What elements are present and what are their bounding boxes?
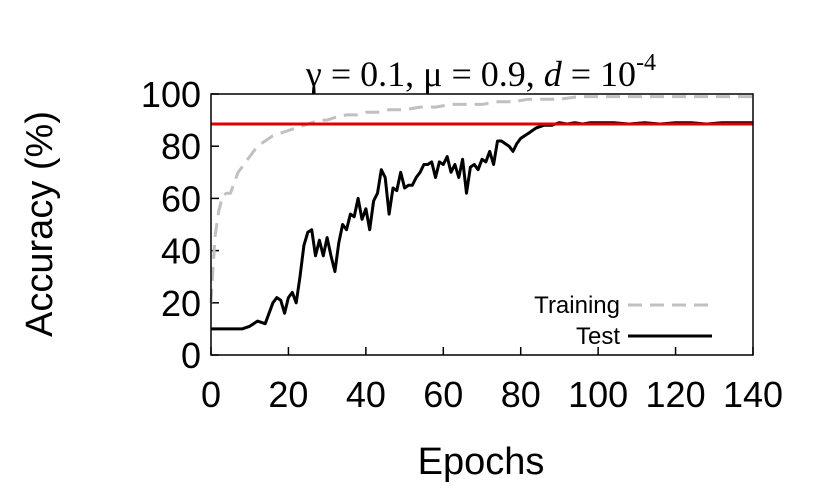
x-axis-ticks: 0 20 40 60 80 100 120 140 xyxy=(201,347,783,415)
x-tick-label: 140 xyxy=(723,374,783,415)
series-line-test xyxy=(211,121,753,331)
plot-frame xyxy=(210,93,754,356)
x-tick-label: 20 xyxy=(268,374,308,415)
x-tick-label: 40 xyxy=(346,374,386,415)
y-tick-label: 20 xyxy=(161,283,201,324)
x-axis-label: Epochs xyxy=(418,441,545,483)
title-mu: μ = 0.9, xyxy=(423,54,544,94)
title-gamma: γ = 0.1, xyxy=(305,54,423,94)
x-tick-label: 100 xyxy=(568,374,628,415)
y-tick-label: 100 xyxy=(141,74,201,115)
title-d-symbol: d xyxy=(544,54,563,94)
y-tick-label: 40 xyxy=(161,231,201,272)
y-axis-label: Accuracy (%) xyxy=(19,111,61,337)
x-tick-label: 120 xyxy=(646,374,706,415)
legend: Training Test xyxy=(534,292,712,350)
series-line-training xyxy=(209,95,753,303)
chart-title: γ = 0.1, μ = 0.9, d = 10-4 xyxy=(305,50,656,94)
y-axis-ticks: 0 20 40 60 80 100 xyxy=(141,74,219,376)
legend-label-training: Training xyxy=(534,292,620,319)
title-d-eq: = 10 xyxy=(562,54,636,94)
x-tick-label: 60 xyxy=(423,374,463,415)
x-tick-label: 80 xyxy=(501,374,541,415)
y-tick-label: 60 xyxy=(161,178,201,219)
series-layer xyxy=(209,95,753,331)
x-tick-label: 0 xyxy=(201,374,221,415)
legend-label-test: Test xyxy=(576,323,620,350)
title-d-exp: -4 xyxy=(636,50,656,76)
y-tick-label: 80 xyxy=(161,126,201,167)
y-tick-label: 0 xyxy=(181,335,201,376)
